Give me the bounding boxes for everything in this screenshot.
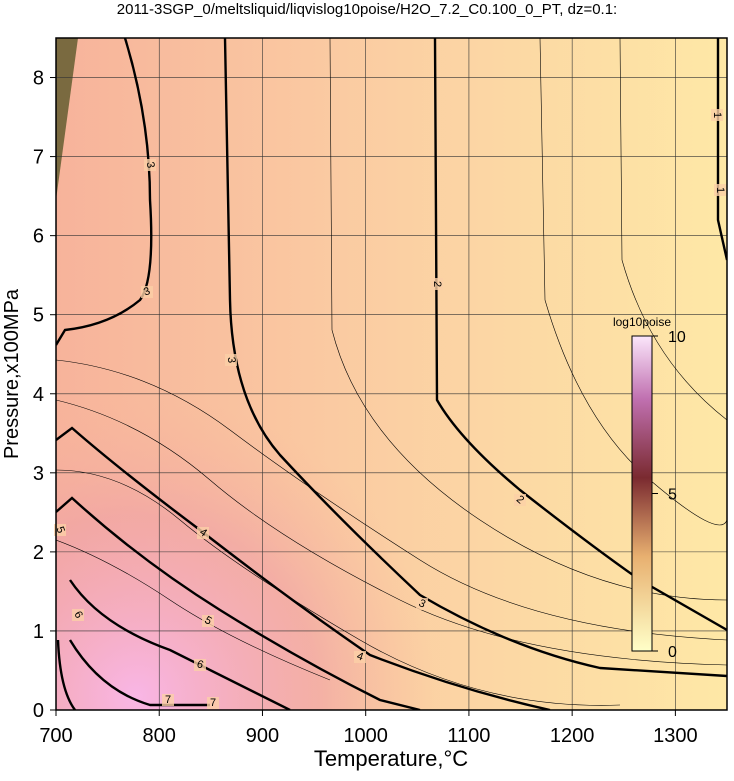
y-tick-label: 4 xyxy=(33,384,44,406)
contour-label: 3 xyxy=(144,161,157,169)
y-axis-label: Pressure,x100MPa xyxy=(1,288,23,459)
contour-label-bg xyxy=(431,278,443,290)
y-tick-label: 7 xyxy=(33,147,44,169)
x-tick-label: 1000 xyxy=(343,725,388,747)
contour-label-bg xyxy=(714,184,726,196)
contour-label-bg xyxy=(194,659,206,671)
contour-label-bg xyxy=(416,598,428,610)
contour-label-bg xyxy=(354,651,366,663)
y-tick-label: 5 xyxy=(33,305,44,327)
contour-label-bg xyxy=(207,697,219,709)
contour-label-bg xyxy=(202,615,214,627)
y-tick-label: 6 xyxy=(33,226,44,248)
x-tick-label: 1300 xyxy=(653,725,698,747)
contour-label: 6 xyxy=(195,658,205,671)
contour-label-bg xyxy=(162,694,174,706)
contour-label: 4 xyxy=(197,526,209,539)
contour-label-bg xyxy=(72,609,84,621)
x-axis-label: Temperature,°C xyxy=(314,746,468,771)
contour-label: 5 xyxy=(202,614,213,627)
x-tick-label: 900 xyxy=(246,725,279,747)
x-tick-label: 700 xyxy=(39,725,72,747)
colorbar-tick-label: 5 xyxy=(668,487,677,504)
y-tick-label: 3 xyxy=(33,463,44,485)
contour-label: 3 xyxy=(142,285,152,298)
plot-frame xyxy=(55,37,728,711)
chart-title: 2011-3SGP_0/meltsliquid/liqvislog10poise… xyxy=(117,1,617,18)
colorbar-tick-label: 0 xyxy=(668,644,677,661)
contour-label: 4 xyxy=(355,650,365,663)
y-tick-label: 1 xyxy=(33,621,44,643)
x-tick-label: 1100 xyxy=(447,725,490,747)
contour-label-bg xyxy=(54,524,66,536)
contour-label: 5 xyxy=(53,525,66,535)
contour-label-bg xyxy=(711,109,723,121)
contour-label: 3 xyxy=(417,597,428,610)
contour-label: 6 xyxy=(71,609,84,620)
colorbar xyxy=(631,335,653,652)
contour-label-bg xyxy=(514,494,526,506)
contour-label: 1 xyxy=(711,112,723,118)
contour-label: 7 xyxy=(210,697,216,709)
y-tick-label: 2 xyxy=(33,542,44,564)
contour-label-bg xyxy=(197,527,209,539)
y-tick-label: 0 xyxy=(33,700,44,722)
x-tick-label: 800 xyxy=(143,725,176,747)
contour-label: 7 xyxy=(165,694,171,706)
x-tick-label: 1200 xyxy=(550,725,595,747)
y-tick-label: 8 xyxy=(33,68,44,90)
contour-label-bg xyxy=(225,354,237,366)
contour-field xyxy=(56,38,727,710)
contour-label-bg xyxy=(144,159,156,171)
contour-label-bg xyxy=(141,286,153,298)
grid xyxy=(56,38,727,710)
colorbar-tick-label: 10 xyxy=(668,329,686,346)
contour-label: 3 xyxy=(225,356,237,363)
colorbar-label: log10poise xyxy=(613,315,671,329)
contour-label: 2 xyxy=(431,281,443,287)
contour-label: 1 xyxy=(714,187,726,193)
